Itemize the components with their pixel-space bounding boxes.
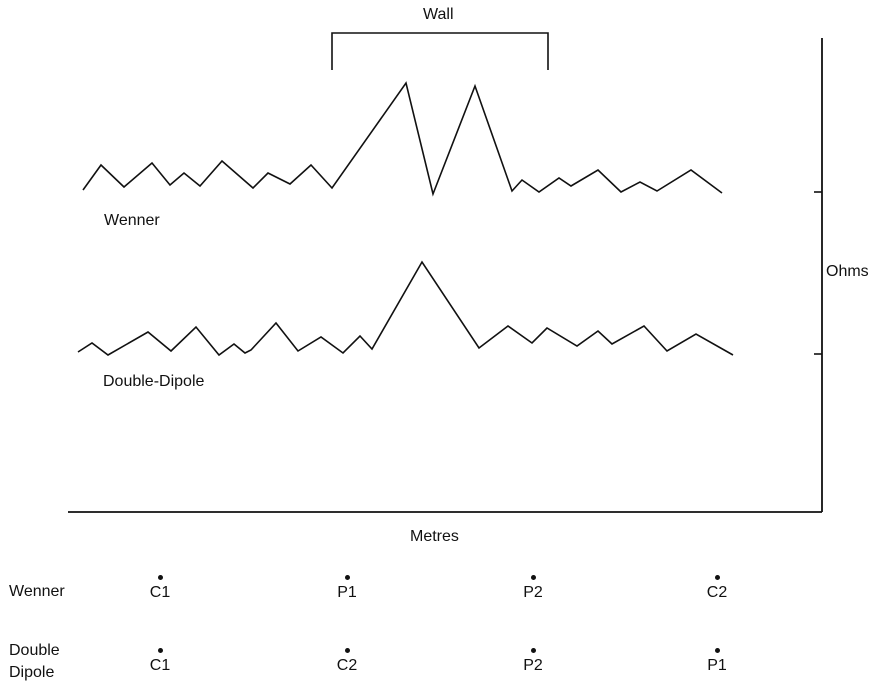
electrode-label: P2: [523, 584, 543, 601]
electrode-dot: [530, 575, 536, 580]
electrode-dot: [530, 648, 536, 653]
double-dipole-series-label: Double-Dipole: [103, 373, 205, 390]
electrode-dot: [157, 648, 163, 653]
electrode-label: P2: [523, 657, 543, 674]
electrode-label: C2: [706, 584, 728, 601]
x-axis-label: Metres: [410, 528, 459, 545]
electrode-dot: [344, 648, 350, 653]
electrode-row-label-double-dipole: Double Dipole: [9, 642, 60, 681]
electrode-label: P1: [337, 584, 357, 601]
electrode-wenner-4: C2: [697, 575, 737, 602]
double-dipole-trace: [77, 260, 734, 357]
y-axis-label: Ohms: [826, 263, 869, 280]
electrode-dd-4: P1: [697, 648, 737, 675]
electrode-dot: [714, 575, 720, 580]
electrode-label: C1: [149, 584, 171, 601]
wall-label: Wall: [423, 6, 454, 23]
wall-bracket: [331, 32, 549, 70]
electrode-dd-2: C2: [327, 648, 367, 675]
electrode-dot: [157, 575, 163, 580]
electrode-wenner-1: C1: [140, 575, 180, 602]
electrode-label: P1: [707, 657, 727, 674]
electrode-dd-1: C1: [140, 648, 180, 675]
electrode-dot: [714, 648, 720, 653]
electrode-label: C1: [149, 657, 171, 674]
electrode-dot: [344, 575, 350, 580]
electrode-wenner-2: P1: [327, 575, 367, 602]
electrode-wenner-3: P2: [513, 575, 553, 602]
wenner-series-label: Wenner: [104, 212, 160, 229]
wenner-trace: [82, 81, 723, 197]
electrode-dd-3: P2: [513, 648, 553, 675]
electrode-label: C2: [336, 657, 358, 674]
electrode-row-label-wenner: Wenner: [9, 583, 65, 600]
